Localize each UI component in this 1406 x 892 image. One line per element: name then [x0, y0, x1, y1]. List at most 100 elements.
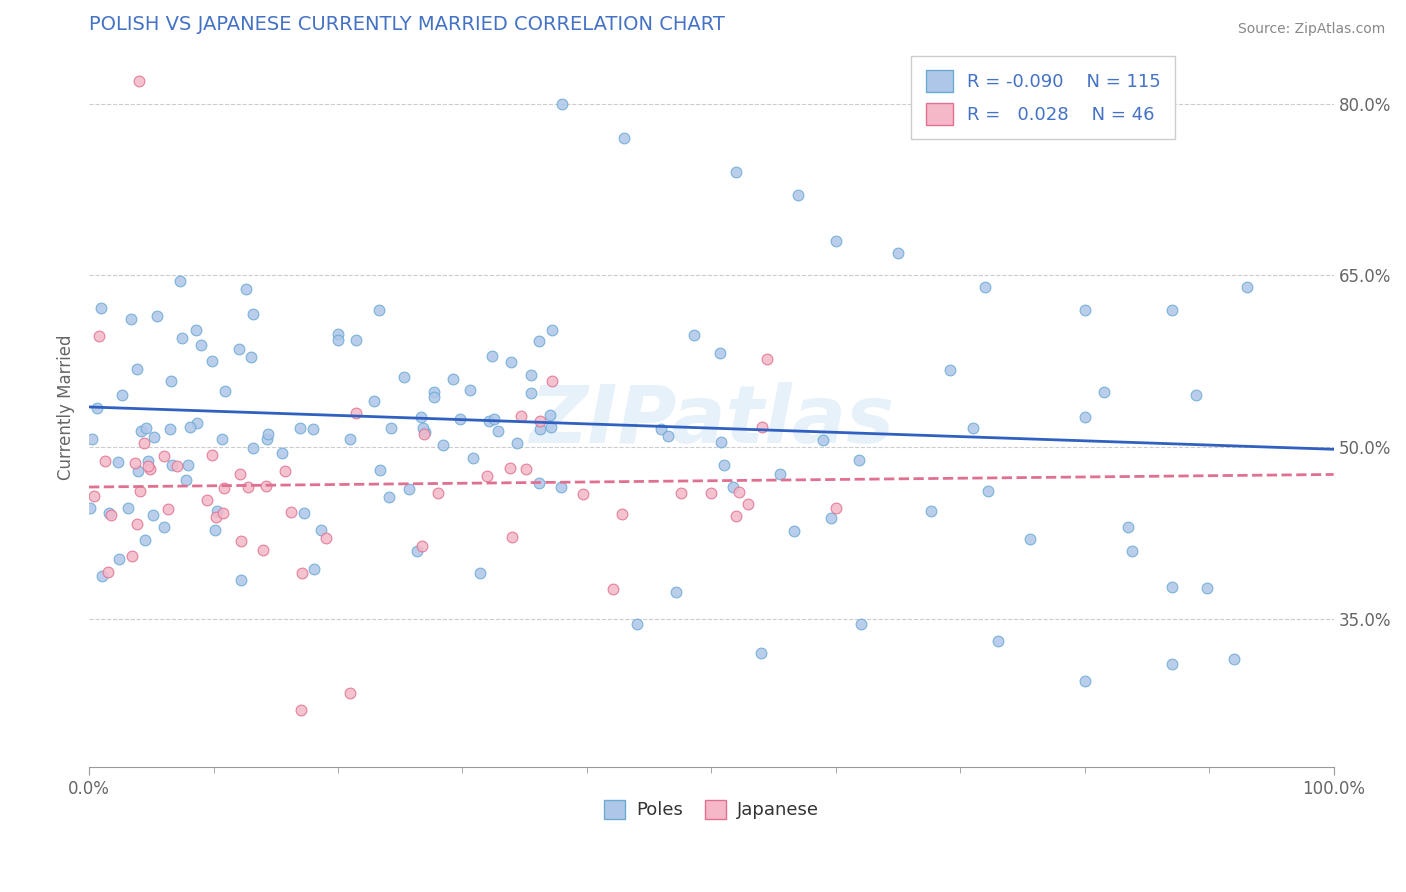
Point: [510, 409, 533, 423]
Point: [363, 394, 385, 409]
Point: [540, 375, 562, 389]
Point: [477, 468, 499, 483]
Point: [236, 480, 259, 494]
Point: [339, 432, 361, 446]
Point: [242, 307, 264, 321]
Point: [201, 448, 224, 462]
Point: [280, 505, 302, 519]
Point: [204, 523, 226, 537]
Point: [146, 309, 169, 323]
Point: [1116, 519, 1139, 533]
Point: [97, 506, 120, 520]
Point: [529, 414, 551, 428]
Point: [179, 420, 201, 434]
Point: [610, 507, 633, 521]
Point: [468, 566, 491, 580]
Point: [1074, 410, 1097, 425]
Point: [1160, 302, 1182, 317]
Point: [128, 74, 150, 88]
Point: [328, 333, 350, 347]
Point: [501, 530, 523, 544]
Point: [120, 311, 142, 326]
Point: [80, 432, 103, 446]
Point: [129, 424, 152, 438]
Point: [212, 506, 235, 520]
Point: [228, 343, 250, 357]
Point: [1121, 544, 1143, 558]
Point: [713, 458, 735, 472]
Point: [529, 334, 551, 348]
Point: [377, 490, 399, 504]
Point: [449, 411, 471, 425]
Point: [613, 131, 636, 145]
Point: [538, 408, 561, 422]
Point: [229, 467, 252, 481]
Point: [824, 501, 846, 516]
Point: [441, 372, 464, 386]
Point: [211, 432, 233, 446]
Point: [380, 421, 402, 435]
Point: [207, 504, 229, 518]
Point: [572, 487, 595, 501]
Point: [368, 303, 391, 318]
Point: [602, 582, 624, 596]
Point: [107, 455, 129, 469]
Point: [849, 617, 872, 632]
Point: [344, 406, 367, 420]
Point: [486, 424, 509, 438]
Point: [1160, 657, 1182, 672]
Point: [515, 462, 537, 476]
Point: [142, 430, 165, 444]
Point: [987, 634, 1010, 648]
Point: [254, 479, 277, 493]
Point: [665, 585, 688, 599]
Point: [127, 464, 149, 478]
Point: [787, 188, 810, 202]
Point: [157, 502, 180, 516]
Point: [111, 388, 134, 402]
Point: [91, 569, 114, 583]
Point: [229, 573, 252, 587]
Text: POLISH VS JAPANESE CURRENTLY MARRIED CORRELATION CHART: POLISH VS JAPANESE CURRENTLY MARRIED COR…: [89, 15, 725, 34]
Point: [725, 165, 748, 179]
Point: [288, 421, 311, 435]
Point: [240, 350, 263, 364]
Point: [294, 506, 316, 520]
Point: [484, 412, 506, 426]
Point: [290, 703, 312, 717]
Text: ZIPatlas: ZIPatlas: [529, 383, 894, 460]
Point: [304, 562, 326, 576]
Point: [506, 436, 529, 450]
Point: [669, 486, 692, 500]
Point: [749, 646, 772, 660]
Point: [153, 520, 176, 534]
Point: [134, 435, 156, 450]
Point: [411, 410, 433, 425]
Point: [124, 456, 146, 470]
Point: [201, 354, 224, 368]
Y-axis label: Currently Married: Currently Married: [58, 334, 75, 480]
Point: [394, 369, 416, 384]
Point: [481, 350, 503, 364]
Point: [125, 516, 148, 531]
Point: [90, 301, 112, 315]
Point: [737, 497, 759, 511]
Point: [650, 422, 672, 436]
Point: [550, 480, 572, 494]
Point: [271, 446, 294, 460]
Point: [413, 426, 436, 441]
Point: [626, 617, 648, 632]
Point: [423, 384, 446, 399]
Point: [138, 454, 160, 468]
Point: [520, 368, 543, 383]
Point: [501, 355, 523, 369]
Point: [252, 543, 274, 558]
Point: [100, 508, 122, 522]
Point: [721, 480, 744, 494]
Point: [291, 566, 314, 581]
Point: [458, 384, 481, 398]
Point: [214, 481, 236, 495]
Point: [94, 454, 117, 468]
Point: [529, 476, 551, 491]
Point: [328, 327, 350, 342]
